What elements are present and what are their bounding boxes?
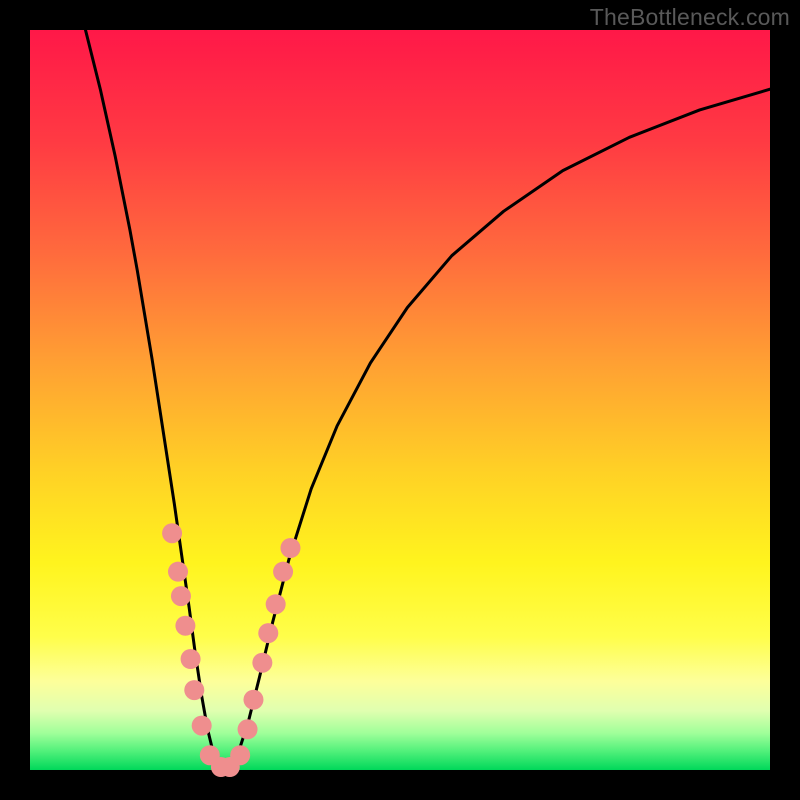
- scatter-point: [184, 680, 204, 700]
- scatter-point: [168, 562, 188, 582]
- scatter-point: [252, 653, 272, 673]
- scatter-point: [280, 538, 300, 558]
- scatter-point: [175, 616, 195, 636]
- chart-svg: [30, 30, 770, 770]
- scatter-point: [230, 745, 250, 765]
- scatter-point: [258, 623, 278, 643]
- scatter-point: [238, 719, 258, 739]
- plot-area: [30, 30, 770, 770]
- image-root: TheBottleneck.com: [0, 0, 800, 800]
- scatter-point: [181, 649, 201, 669]
- scatter-point: [273, 562, 293, 582]
- scatter-point: [243, 690, 263, 710]
- scatter-point: [192, 716, 212, 736]
- scatter-point: [171, 586, 191, 606]
- watermark-text: TheBottleneck.com: [590, 4, 790, 31]
- scatter-point: [162, 523, 182, 543]
- scatter-point: [266, 594, 286, 614]
